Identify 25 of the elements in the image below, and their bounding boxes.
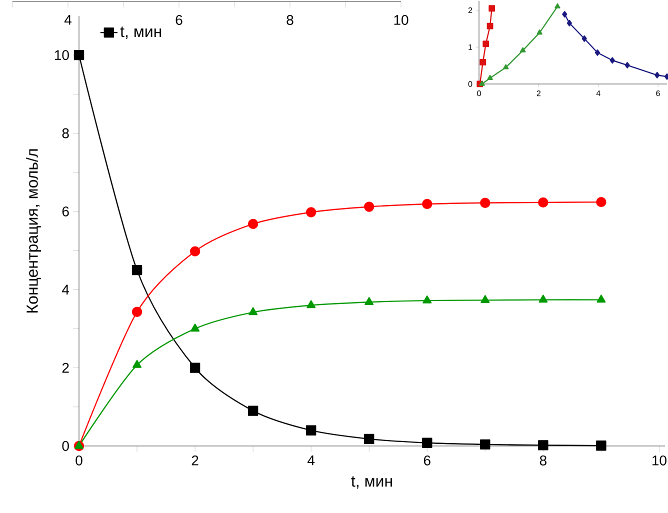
y-tick-label: 2 — [62, 362, 69, 373]
x2-tick-label: 10 — [394, 15, 408, 25]
x-tick-label: 6 — [656, 90, 660, 96]
y-tick-label: 8 — [62, 128, 69, 138]
y-tick-label: 0 — [62, 441, 69, 451]
y-tick-label: 2 — [468, 7, 472, 14]
x2-tick-label: 8 — [286, 15, 294, 25]
y-tick-label: 4 — [62, 284, 70, 294]
x-tick-label: 0 — [477, 90, 481, 96]
x-tick-label: 2 — [192, 456, 198, 466]
y-tick-label: 0 — [468, 81, 472, 87]
x-tick-label: 6 — [424, 456, 430, 466]
y-tick-label: 10 — [54, 50, 69, 60]
x-tick-label: 10 — [652, 456, 666, 466]
x-tick-label: 2 — [536, 90, 541, 96]
y-axis-title: Концентрация, моль/л — [26, 149, 42, 312]
y-tick-label: 6 — [62, 206, 69, 216]
x-axis-title: t, мин — [351, 476, 392, 489]
y-tick-label: 1 — [468, 44, 472, 50]
x-tick-label: 4 — [596, 90, 600, 96]
x-tick-label: 4 — [308, 456, 315, 466]
x2-tick-label: 6 — [176, 15, 182, 25]
x-tick-label: 0 — [76, 456, 82, 466]
x-tick-label: 8 — [540, 456, 546, 466]
legend-label: t, мин — [120, 26, 162, 40]
